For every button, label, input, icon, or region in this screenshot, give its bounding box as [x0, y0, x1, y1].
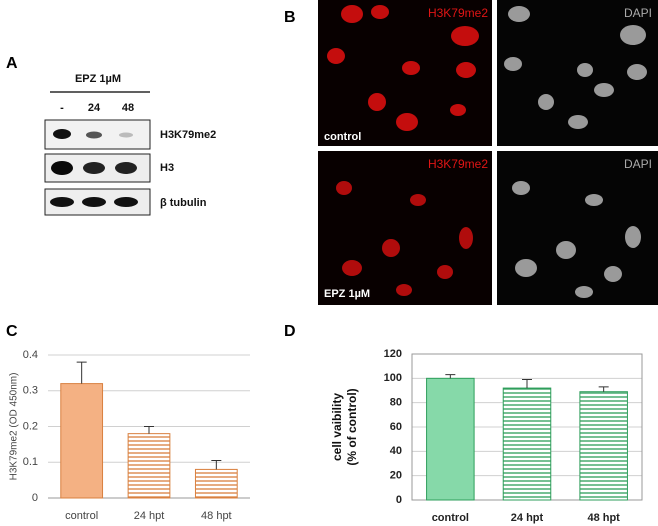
nucleus — [627, 64, 647, 80]
panel-label: D — [284, 323, 296, 340]
y-tick-label: 40 — [390, 445, 402, 457]
band — [119, 132, 133, 138]
error-bar — [144, 426, 154, 434]
band — [51, 161, 73, 175]
panel-label: A — [6, 55, 18, 72]
x-tick-label: 48 hpt — [587, 512, 620, 524]
nucleus — [504, 57, 522, 71]
error-bar — [211, 459, 222, 470]
error-bar — [522, 379, 532, 389]
nucleus — [396, 284, 412, 296]
x-tick-label: control — [432, 512, 469, 524]
nucleus — [368, 93, 386, 111]
nucleus — [327, 48, 345, 64]
y-tick-label: 0.4 — [23, 349, 38, 361]
nucleus — [538, 94, 554, 110]
nucleus — [451, 26, 479, 46]
y-tick-label: 0.2 — [23, 420, 38, 432]
nucleus — [585, 194, 603, 206]
nucleus — [342, 260, 362, 276]
nucleus — [620, 25, 646, 45]
band — [83, 162, 105, 174]
stain-label: H3K79me2 — [428, 157, 488, 171]
nucleus — [450, 104, 466, 116]
nucleus — [568, 115, 588, 129]
x-tick-label: 24 hpt — [511, 512, 544, 524]
nucleus — [604, 266, 622, 282]
band — [115, 162, 137, 174]
y-tick-label: 0 — [32, 492, 38, 504]
nucleus — [341, 5, 363, 23]
image — [318, 151, 492, 305]
bar — [426, 377, 475, 501]
stain-label: H3K79me2 — [428, 6, 488, 20]
stain-label: DAPI — [624, 6, 652, 20]
error-bar — [445, 374, 456, 379]
band — [50, 197, 74, 207]
y-axis-label: cell vaibility — [330, 393, 344, 461]
nucleus — [512, 181, 530, 195]
nucleus — [459, 227, 473, 249]
nucleus — [575, 286, 593, 298]
nucleus — [577, 63, 593, 77]
nucleus — [508, 6, 530, 22]
y-tick-label: 20 — [390, 470, 402, 482]
y-tick-label: 0.3 — [23, 385, 38, 397]
x-tick-label: 48 hpt — [201, 510, 232, 522]
y-tick-label: 60 — [390, 421, 402, 433]
panel-label: C — [6, 323, 18, 340]
y-tick-label: 0 — [396, 494, 402, 506]
band-label: β tubulin — [160, 197, 207, 209]
lane-label: 48 — [122, 102, 134, 114]
nucleus — [456, 62, 476, 78]
y-axis-label: H3K79me2 (OD 450nm) — [9, 373, 20, 481]
y-tick-label: 100 — [384, 372, 402, 384]
western-blot: EPZ 1µM - 24 48 H3K79me2 H3 β tubulin — [44, 73, 216, 216]
nucleus — [594, 83, 614, 97]
nucleus — [336, 181, 352, 195]
nucleus — [396, 113, 418, 131]
y-axis-label: (% of control) — [345, 388, 359, 465]
nucleus — [625, 226, 641, 248]
band — [53, 129, 71, 139]
bar — [194, 468, 238, 499]
treatment-label: EPZ 1µM — [75, 73, 121, 85]
x-tick-label: control — [65, 510, 98, 522]
band — [82, 197, 106, 207]
bar — [127, 433, 171, 499]
band-label: H3 — [160, 162, 174, 174]
stain-label: DAPI — [624, 157, 652, 171]
micrographs: H3K79me2 DAPI H3K79me2 DAPI control EPZ … — [318, 0, 658, 305]
band — [114, 197, 138, 207]
lane-label: 24 — [88, 102, 101, 114]
nucleus — [382, 239, 400, 257]
nucleus — [437, 265, 453, 279]
condition-label: control — [324, 131, 361, 143]
nucleus — [371, 5, 389, 19]
bar — [60, 383, 104, 499]
lane-label: - — [60, 102, 64, 114]
nucleus — [402, 61, 420, 75]
band — [86, 131, 102, 139]
y-tick-label: 120 — [384, 348, 402, 360]
nucleus — [410, 194, 426, 206]
error-bar — [76, 361, 87, 384]
error-bar — [598, 386, 609, 392]
panel-label: B — [284, 9, 296, 26]
condition-label: EPZ 1µM — [324, 288, 370, 300]
bar — [579, 391, 628, 501]
nucleus — [515, 259, 537, 277]
band-label: H3K79me2 — [160, 129, 216, 141]
x-tick-label: 24 hpt — [134, 510, 165, 522]
nucleus — [556, 241, 576, 259]
bar — [502, 387, 552, 501]
y-tick-label: 80 — [390, 397, 402, 409]
y-tick-label: 0.1 — [23, 456, 38, 468]
